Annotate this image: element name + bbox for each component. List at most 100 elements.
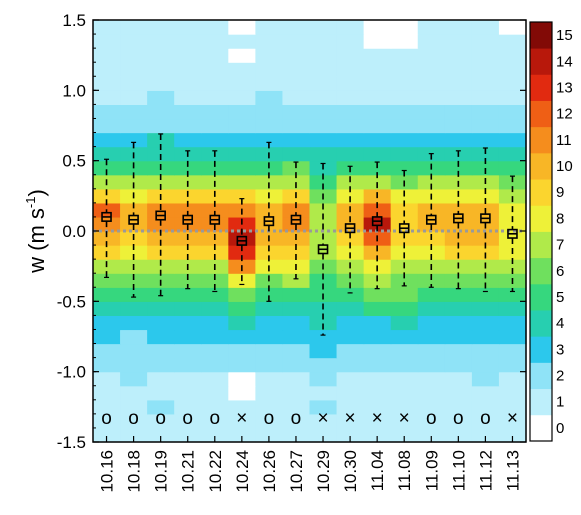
heat-cell: [498, 62, 527, 77]
heat-cell: [120, 399, 148, 415]
heat-cell: [336, 385, 365, 401]
marker-cross: ×: [372, 408, 383, 429]
heat-cell: [309, 48, 338, 63]
y-tick-label: -0.5: [57, 292, 86, 311]
heat-cell: [336, 301, 365, 316]
colorbar-swatch: [530, 74, 552, 101]
heat-cell: [255, 329, 284, 345]
heat-cell: [93, 357, 121, 373]
heat-cell: [336, 399, 365, 415]
box-plot: [317, 162, 329, 336]
box-plot: [453, 150, 464, 290]
heat-cell: [363, 104, 392, 120]
heat-cell: [228, 174, 256, 190]
heat-cell: [201, 371, 229, 387]
heat-cell: [309, 343, 338, 359]
heat-cell: [498, 76, 527, 91]
heat-cell: [309, 371, 338, 387]
colorbar-label: 8: [556, 210, 564, 227]
heat-cell: [363, 216, 392, 232]
colorbar-label: 2: [556, 368, 564, 385]
y-tick-label: 1.0: [62, 81, 86, 100]
heat-cell: [201, 118, 229, 134]
heat-cell: [471, 132, 500, 148]
colorbar-label: 11: [556, 132, 572, 149]
x-tick-label: 10.18: [125, 450, 144, 493]
heat-cell: [498, 399, 527, 415]
x-tick-label: 10.27: [287, 450, 306, 493]
status-markers: o o o o o × o o × × × × o o o ×: [101, 408, 518, 429]
x-tick-label: 11.13: [503, 450, 522, 491]
heat-cell: [390, 90, 419, 105]
heat-cell: [390, 160, 419, 176]
heat-cell: [120, 371, 148, 387]
heat-cell: [174, 329, 202, 345]
heat-cell: [444, 315, 473, 331]
heat-cell: [336, 62, 365, 77]
heat-cell: [147, 329, 175, 345]
box-plot: [344, 165, 356, 294]
heat-cell: [282, 385, 311, 401]
heat-cell: [444, 48, 473, 63]
colorbar-label: 0: [556, 420, 564, 437]
heat-cell: [174, 132, 202, 148]
colorbar-swatch: [530, 231, 552, 259]
heat-cell: [282, 104, 311, 120]
heat-cell: [255, 132, 284, 148]
x-tick-label: 11.10: [449, 450, 468, 491]
heat-cell: [120, 343, 148, 359]
colorbar-swatch: [530, 126, 552, 154]
heat-cell: [228, 315, 256, 331]
heat-cell: [336, 118, 365, 134]
heat-cell: [471, 62, 500, 77]
heat-cell: [390, 385, 419, 401]
heat-cell: [471, 20, 500, 35]
heat-cell: [174, 273, 202, 288]
heat-cell: [390, 287, 419, 302]
heat-cell: [363, 202, 392, 218]
heat-cell: [417, 245, 446, 260]
heat-cell: [363, 20, 392, 35]
heat-cell: [147, 174, 175, 190]
heat-cell: [255, 216, 284, 232]
x-tick-label: 11.09: [422, 450, 441, 491]
heat-cell: [363, 146, 392, 162]
heat-cell: [417, 315, 446, 331]
heat-cell: [201, 273, 229, 288]
heat-cell: [417, 202, 446, 218]
marker-circle: o: [453, 408, 464, 429]
heat-cell: [282, 357, 311, 373]
heat-cell: [120, 104, 148, 120]
x-tick-label: 10.22: [206, 450, 225, 493]
x-tick-label: 11.08: [395, 450, 414, 491]
heat-cell: [498, 20, 527, 35]
heat-cell: [471, 90, 500, 105]
heat-cell: [363, 329, 392, 345]
heat-cell: [471, 371, 500, 387]
heat-cell: [228, 90, 256, 105]
heat-cell: [417, 371, 446, 387]
heat-cell: [498, 34, 527, 49]
colorbar-swatch: [530, 388, 552, 416]
heat-cell: [363, 315, 392, 331]
marker-circle: o: [291, 408, 302, 429]
heat-cell: [147, 315, 175, 331]
heat-cell: [174, 160, 202, 176]
heat-cell: [390, 48, 419, 63]
heat-cell: [417, 76, 446, 91]
heat-cell: [228, 371, 256, 387]
heat-cell: [174, 357, 202, 373]
heat-cell: [498, 343, 527, 359]
colorbar-swatch: [530, 257, 552, 285]
y-axis-label-close: ): [24, 189, 49, 196]
heat-cell: [390, 62, 419, 77]
colorbar-swatch: [530, 336, 552, 363]
heat-cell: [93, 371, 121, 387]
heat-cell: [147, 301, 175, 316]
colorbar-label: 15: [556, 27, 573, 44]
heat-cell: [498, 48, 527, 63]
colorbar-swatch: [530, 310, 552, 337]
heat-cell: [201, 301, 229, 316]
marker-circle: o: [128, 408, 139, 429]
